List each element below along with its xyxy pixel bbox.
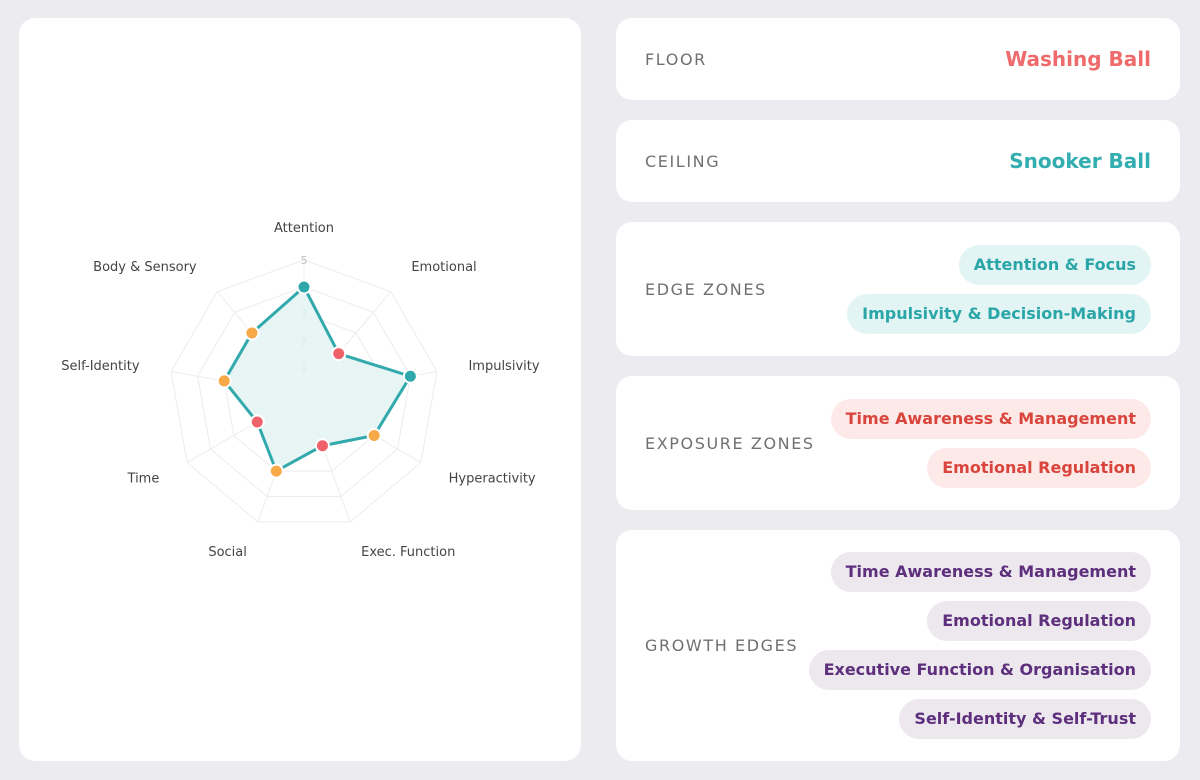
axis-label: Hyperactivity	[449, 472, 536, 487]
exposure-zone-tag: Time Awareness & Management	[830, 398, 1151, 439]
axis-label: Body & Sensory	[93, 260, 197, 275]
exposure-zone-tag: Emotional Regulation	[927, 447, 1151, 488]
axis-label: Self-Identity	[61, 359, 140, 374]
axis-label: Emotional	[411, 260, 476, 275]
data-point	[366, 428, 382, 443]
growth-edge-tag: Self-Identity & Self-Trust	[899, 699, 1151, 739]
exposure-zones-card: EXPOSURE ZONES Time Awareness & Manageme…	[616, 376, 1180, 510]
radar-chart: 12345AttentionEmotionalImpulsivityHypera…	[61, 221, 540, 560]
floor-label: FLOOR	[645, 49, 707, 69]
floor-card: FLOOR Washing Ball	[616, 18, 1180, 100]
edge-zone-tag: Impulsivity & Decision-Making	[847, 293, 1151, 334]
edge-zones-card: EDGE ZONES Attention & Focus Impulsivity…	[616, 222, 1180, 356]
ceiling-card: CEILING Snooker Ball	[616, 120, 1180, 202]
growth-edge-tag: Time Awareness & Management	[830, 552, 1151, 592]
edge-zones-tags: Attention & Focus Impulsivity & Decision…	[847, 244, 1151, 334]
axis-label: Social	[208, 545, 247, 560]
growth-edge-tag: Executive Function & Organisation	[808, 650, 1151, 690]
axis-label: Exec. Function	[361, 545, 455, 560]
tick-label: 5	[301, 254, 308, 267]
data-point	[244, 325, 260, 341]
data-point	[216, 373, 232, 389]
growth-edges-card: GROWTH EDGES Time Awareness & Management…	[616, 530, 1180, 761]
exposure-zones-tags: Time Awareness & Management Emotional Re…	[830, 398, 1151, 488]
data-point	[402, 368, 418, 384]
edge-zone-tag: Attention & Focus	[958, 244, 1151, 285]
data-point	[268, 463, 284, 479]
axis-label: Time	[127, 472, 160, 487]
radar-chart-card: 12345AttentionEmotionalImpulsivityHypera…	[19, 18, 581, 761]
exposure-zones-label: EXPOSURE ZONES	[645, 433, 815, 453]
ceiling-value: Snooker Ball	[1009, 149, 1151, 173]
data-point	[249, 414, 265, 430]
growth-edges-label: GROWTH EDGES	[645, 636, 799, 655]
growth-edge-tag: Emotional Regulation	[927, 601, 1151, 641]
axis-label: Attention	[274, 221, 334, 236]
data-point	[296, 279, 312, 295]
grid-ring	[197, 286, 411, 497]
floor-value: Washing Ball	[1005, 47, 1151, 71]
edge-zones-label: EDGE ZONES	[645, 279, 767, 299]
ceiling-label: CEILING	[645, 151, 721, 171]
data-series	[222, 285, 412, 473]
growth-edges-tags: Time Awareness & Management Emotional Re…	[808, 552, 1151, 739]
grid-ring	[170, 259, 438, 523]
axis-label: Impulsivity	[468, 359, 539, 374]
data-point	[331, 346, 347, 362]
data-point	[314, 438, 330, 454]
